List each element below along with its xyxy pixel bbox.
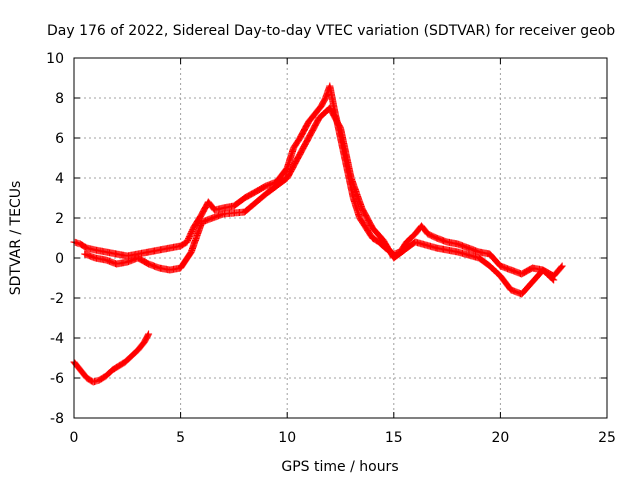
plot-frame [73,57,608,419]
y-tick-label: -6 [50,371,64,387]
x-tick-label: 5 [176,430,185,446]
y-axis-label: SDTVAR / TECUs [8,181,24,296]
y-tick-label: 2 [55,211,64,227]
x-axis-label: GPS time / hours [281,459,398,475]
series-group [81,104,558,298]
y-tick-label: 4 [55,171,64,187]
x-tick-label: 20 [491,430,509,446]
data-points [70,82,566,386]
y-tick-label: -8 [50,411,64,427]
x-tick-label: 15 [385,430,403,446]
y-tick-label: 8 [55,91,64,107]
x-tick-label: 0 [70,430,79,446]
y-tick-label: 6 [55,131,64,147]
y-tick-label: 0 [55,251,64,267]
y-tick-label: -2 [50,291,64,307]
axis-ticks: 0 5 10 15 20 25 -8 -6 -4 -2 0 2 4 6 8 10 [46,51,616,446]
x-tick-label: 25 [598,430,616,446]
chart-title: Day 176 of 2022, Sidereal Day-to-day VTE… [47,23,615,39]
x-tick-label: 10 [278,430,296,446]
series-markers [81,104,558,298]
y-tick-label: -4 [50,331,64,347]
y-tick-label: 10 [46,51,64,67]
